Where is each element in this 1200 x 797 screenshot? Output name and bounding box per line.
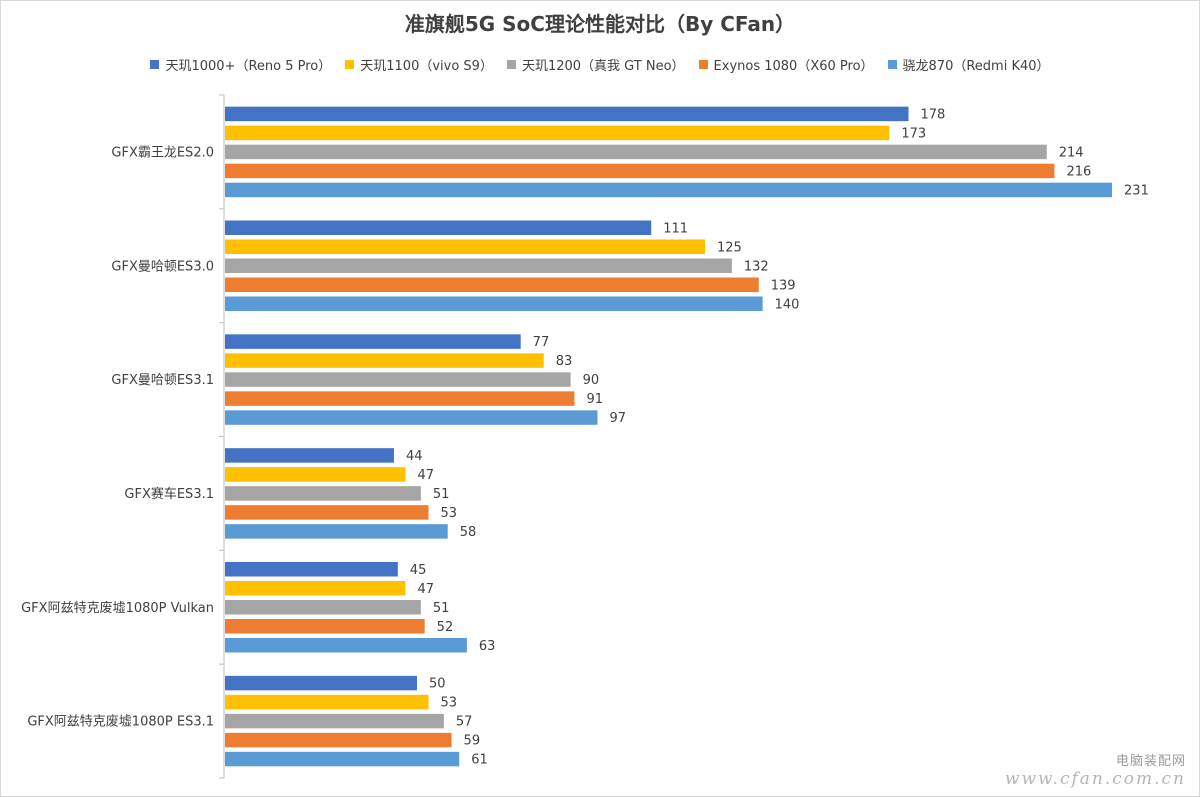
watermark-text-cn: 电脑装配网 (1115, 754, 1186, 769)
bar (225, 732, 452, 748)
data-label: 45 (410, 563, 427, 578)
legend-label: Exynos 1080（X60 Pro） (713, 59, 874, 74)
legend-item: 天玑1100（vivo S9） (345, 55, 493, 74)
data-label: 63 (479, 639, 496, 654)
data-label: 91 (586, 392, 603, 407)
data-label: 97 (609, 411, 626, 426)
data-label: 52 (437, 620, 454, 635)
bar (225, 163, 1055, 179)
data-label: 58 (460, 525, 477, 540)
data-label: 57 (456, 715, 473, 730)
bar (225, 619, 425, 634)
bar (225, 125, 890, 141)
chart-title: 准旗舰5G SoC理论性能对比（By CFan） (404, 12, 796, 36)
legend-label: 骁龙870（Redmi K40） (902, 59, 1050, 74)
data-label: 125 (717, 240, 742, 255)
chart-legend: 天玑1000+（Reno 5 Pro） 天玑1100（vivo S9） 天玑1200… (0, 55, 1200, 74)
watermark-url: www.cfan.com.cn (1004, 769, 1186, 789)
legend-label: 天玑1200（真我 GT Neo） (521, 59, 685, 74)
data-label: 53 (441, 696, 458, 711)
data-label: 51 (433, 601, 450, 616)
bar (225, 334, 521, 349)
bar (225, 638, 467, 653)
bar (225, 372, 571, 387)
category-label: GFX曼哈顿ES3.0 (111, 259, 214, 274)
legend-swatch (506, 60, 516, 69)
data-label: 53 (441, 506, 458, 521)
bar (225, 486, 421, 501)
bar (225, 391, 575, 406)
data-label: 173 (901, 126, 926, 141)
bar (225, 220, 652, 235)
legend-swatch (345, 60, 355, 69)
legend-label: 天玑1000+（Reno 5 Pro） (165, 59, 332, 74)
data-label: 90 (583, 373, 600, 388)
data-label: 178 (921, 107, 946, 122)
bar (225, 106, 909, 122)
legend-swatch (887, 60, 897, 69)
bar (225, 675, 417, 691)
legend-item: 天玑1000+（Reno 5 Pro） (150, 55, 331, 74)
watermark: 电脑装配网 www.cfan.com.cn (1005, 750, 1186, 789)
category-label: GFX曼哈顿ES3.1 (111, 373, 214, 388)
category-label: GFX赛车ES3.1 (124, 486, 214, 502)
bar (225, 277, 759, 292)
data-label: 139 (771, 278, 796, 293)
category-label: GFX霸王龙ES2.0 (111, 145, 214, 160)
bar (225, 353, 544, 368)
category-label: GFX阿兹特克废墟1080P ES3.1 (27, 714, 214, 730)
bar (225, 505, 429, 520)
data-label: 44 (406, 449, 423, 464)
data-label: 47 (417, 582, 434, 597)
bar (225, 258, 732, 273)
bar (225, 296, 763, 311)
bar (225, 562, 398, 577)
category-label: GFX阿兹特克废墟1080P Vulkan (21, 600, 214, 616)
bar (225, 694, 429, 710)
legend-swatch (150, 60, 160, 69)
bar (225, 144, 1047, 160)
data-label: 231 (1124, 183, 1149, 198)
bar (225, 467, 406, 482)
data-label: 61 (471, 753, 488, 768)
bar (225, 239, 705, 254)
bar (225, 581, 406, 596)
bar (225, 448, 394, 463)
data-label: 51 (433, 487, 450, 502)
legend-swatch (698, 60, 708, 69)
data-label: 216 (1066, 164, 1091, 179)
bar (225, 524, 448, 539)
legend-item: Exynos 1080（X60 Pro） (698, 55, 874, 74)
bar (225, 182, 1113, 198)
legend-item: 骁龙870（Redmi K40） (887, 55, 1050, 74)
data-label: 47 (417, 468, 434, 483)
data-label: 77 (533, 335, 550, 350)
data-label: 59 (464, 734, 481, 749)
bar (225, 751, 460, 767)
data-label: 50 (429, 677, 446, 692)
legend-item: 天玑1200（真我 GT Neo） (506, 55, 685, 74)
bar (225, 410, 598, 425)
legend-label: 天玑1100（vivo S9） (360, 59, 493, 74)
data-label: 111 (663, 221, 688, 236)
data-label: 83 (556, 354, 573, 369)
data-label: 214 (1059, 145, 1084, 160)
bar (225, 713, 444, 729)
bar (225, 600, 421, 615)
data-label: 132 (744, 259, 769, 274)
data-label: 140 (775, 297, 800, 312)
